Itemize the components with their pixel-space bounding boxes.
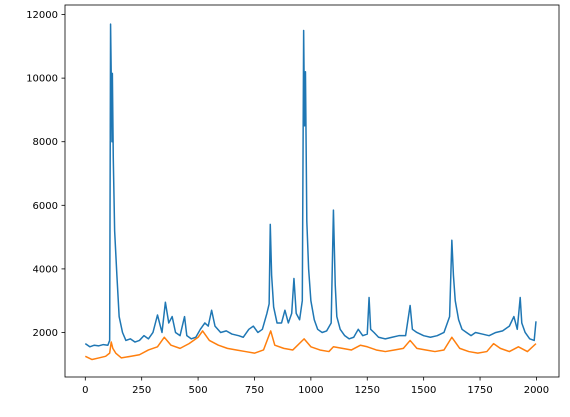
x-tick-label: 750: [245, 385, 264, 396]
y-tick-label: 8000: [33, 137, 58, 148]
x-axis: 0 250 500 750 1000 1250 1500 1750 2000: [82, 377, 549, 396]
x-tick-label: 0: [82, 385, 88, 396]
y-tick-label: 12000: [26, 10, 58, 21]
x-tick-label: 1500: [411, 385, 436, 396]
series-line-1: [84, 23, 537, 348]
y-tick-label: 6000: [33, 201, 58, 212]
x-tick-label: 2000: [524, 385, 549, 396]
y-tick-label: 10000: [26, 74, 58, 85]
y-tick-label: 2000: [33, 328, 58, 339]
series-layer: [84, 23, 537, 361]
x-tick-label: 1250: [355, 385, 380, 396]
x-tick-label: 250: [132, 385, 151, 396]
series-line-2: [84, 330, 537, 361]
x-tick-label: 1750: [467, 385, 492, 396]
y-axis: 2000 4000 6000 8000 10000 12000: [26, 10, 65, 339]
x-tick-label: 1000: [298, 385, 323, 396]
x-tick-label: 500: [189, 385, 208, 396]
plot-frame: [64, 4, 560, 378]
y-tick-label: 4000: [33, 264, 58, 275]
